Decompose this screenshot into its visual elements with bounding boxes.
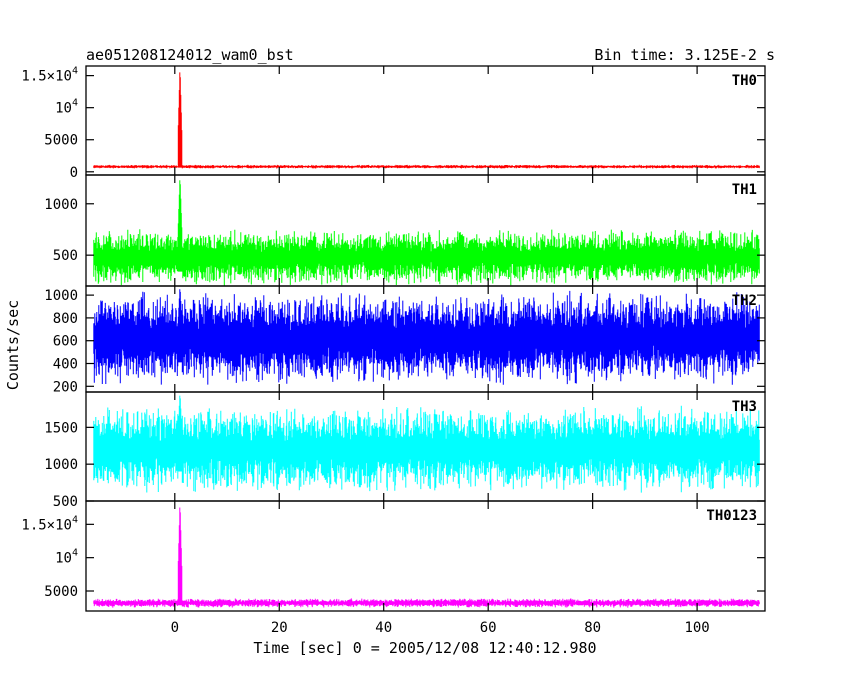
x-tick-labels: 0 20 40 60 80 100 bbox=[171, 620, 710, 636]
bin-time-label: Bin time: 3.125E-2 s bbox=[594, 46, 775, 64]
panel-label: TH3 bbox=[732, 399, 757, 415]
panel-th1: TH1 500 1000 bbox=[44, 174, 766, 287]
y-tick-label: 104 bbox=[55, 548, 78, 567]
x-tick-label: 80 bbox=[584, 620, 601, 636]
y-tick-label: 1000 bbox=[44, 197, 78, 213]
panel-label: TH1 bbox=[732, 182, 757, 198]
panel-th0: TH0 0 5000 104 1.5×104 bbox=[21, 65, 766, 181]
y-tick-label: 800 bbox=[53, 311, 78, 327]
panel-label: TH0123 bbox=[706, 508, 757, 524]
series-th0123 bbox=[93, 507, 760, 608]
panel-th0123: TH0123 5000 104 1.5×104 bbox=[21, 500, 766, 612]
y-tick-label: 5000 bbox=[44, 133, 78, 149]
y-axis-label: Counts/sec bbox=[4, 300, 22, 390]
x-tick-label: 0 bbox=[171, 620, 179, 636]
series-th0 bbox=[93, 72, 760, 169]
y-tick-label: 1000 bbox=[44, 288, 78, 304]
panel-frame bbox=[85, 65, 766, 176]
y-tick-label: 600 bbox=[53, 334, 78, 350]
y-tick-label: 1000 bbox=[44, 457, 78, 473]
series-th1 bbox=[93, 180, 760, 286]
x-tick-label: 20 bbox=[271, 620, 288, 636]
series-th3 bbox=[93, 395, 760, 493]
x-axis-label: Time [sec] 0 = 2005/12/08 12:40:12.980 bbox=[253, 639, 596, 657]
y-tick-label: 5000 bbox=[44, 584, 78, 600]
series-th2 bbox=[93, 289, 760, 385]
panel-th3: TH3 500 1000 1500 bbox=[44, 391, 766, 510]
y-tick-label: 1.5×104 bbox=[21, 514, 78, 533]
panel-label: TH0 bbox=[732, 73, 757, 89]
y-tick-label: 200 bbox=[53, 379, 78, 395]
y-tick-label: 500 bbox=[53, 248, 78, 264]
y-tick-label: 104 bbox=[55, 98, 78, 117]
y-tick-label: 500 bbox=[53, 494, 78, 510]
y-tick-label: 400 bbox=[53, 357, 78, 373]
y-tick-label: 0 bbox=[70, 165, 78, 181]
panel-th2: TH2 200 400 600 800 1000 bbox=[44, 285, 766, 395]
chart-title: ae051208124012_wam0_bst bbox=[86, 46, 294, 64]
x-tick-label: 60 bbox=[480, 620, 497, 636]
panels-group: TH0 0 5000 104 1.5×104 TH1 500 1000 TH2 200 400 600… bbox=[21, 65, 766, 612]
panel-label: TH2 bbox=[732, 293, 757, 309]
x-tick-label: 40 bbox=[375, 620, 392, 636]
y-tick-label: 1.5×104 bbox=[21, 66, 78, 85]
x-tick-label: 100 bbox=[684, 620, 709, 636]
y-tick-label: 1500 bbox=[44, 420, 78, 436]
panel-frame bbox=[85, 500, 766, 612]
